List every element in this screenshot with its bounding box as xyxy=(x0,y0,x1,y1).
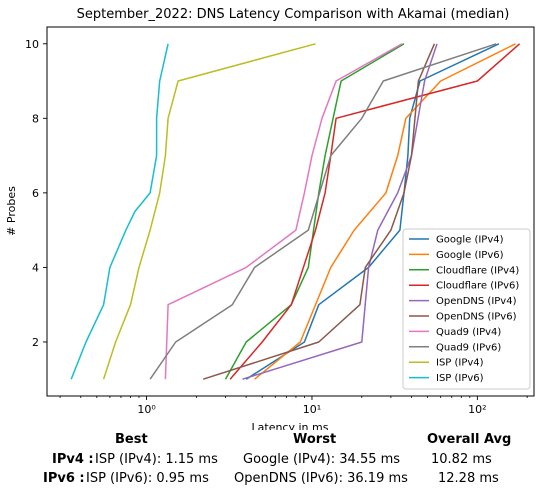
ipv4-worst-value: Google (IPv4): 34.55 ms xyxy=(243,452,401,467)
legend-entry: Quad9 (IPv4) xyxy=(436,327,501,338)
legend-entry: Cloudflare (IPv4) xyxy=(436,265,519,276)
series-line-5 xyxy=(242,43,438,380)
legend-entry: OpenDNS (IPv6) xyxy=(436,312,517,323)
legend-box xyxy=(402,228,531,390)
y-tick-label: 4 xyxy=(32,261,39,274)
x-tick-label: 10² xyxy=(468,403,486,416)
x-axis-label: Latency in ms xyxy=(252,421,329,430)
x-tick-label: 10⁰ xyxy=(137,403,156,416)
y-axis-label: # Probes xyxy=(5,186,18,236)
latency-chart: September_2022: DNS Latency Comparison w… xyxy=(5,7,535,430)
series-line-7 xyxy=(164,43,403,380)
plot-frame xyxy=(46,26,535,397)
ipv4-best-value: ISP (IPv4): 1.15 ms xyxy=(95,452,218,467)
series-line-10 xyxy=(70,43,169,380)
best-header: Best xyxy=(115,432,148,447)
series-line-3 xyxy=(224,43,405,380)
series-line-1 xyxy=(245,43,500,380)
legend-entry: ISP (IPv4) xyxy=(436,358,484,369)
y-tick-label: 8 xyxy=(32,112,39,125)
legend: Google (IPv4) Google (IPv6) Cloudflare (IP… xyxy=(402,228,531,390)
legend-entry: ISP (IPv6) xyxy=(436,373,484,384)
legend-entry: Google (IPv6) xyxy=(436,250,504,261)
y-tick-label: 2 xyxy=(32,336,39,349)
avg-header: Overall Avg xyxy=(427,432,512,447)
worst-header: Worst xyxy=(293,432,337,447)
series-line-9 xyxy=(102,43,316,380)
y-tick-label: 10 xyxy=(25,38,39,51)
ipv6-row-label: IPv6 : xyxy=(43,471,85,486)
legend-entry: OpenDNS (IPv4) xyxy=(436,296,517,307)
series-line-6 xyxy=(202,43,436,380)
y-tick-label: 6 xyxy=(32,187,39,200)
ipv4-avg-value: 10.82 ms xyxy=(431,452,492,467)
ipv6-worst-value: OpenDNS (IPv6): 36.19 ms xyxy=(234,471,408,486)
ipv6-best-value: ISP (IPv6): 0.95 ms xyxy=(86,471,209,486)
x-tick-label: 10¹ xyxy=(303,403,321,416)
legend-entry: Cloudflare (IPv6) xyxy=(436,281,519,292)
ipv6-avg-value: 12.28 ms xyxy=(438,471,499,486)
series-line-8 xyxy=(149,43,497,380)
series-line-4 xyxy=(229,43,521,380)
legend-entry: Quad9 (IPv6) xyxy=(436,342,501,353)
chart-title: September_2022: DNS Latency Comparison w… xyxy=(77,7,510,22)
legend-entry: Google (IPv4) xyxy=(436,235,504,246)
ipv4-row-label: IPv4 : xyxy=(52,452,94,467)
